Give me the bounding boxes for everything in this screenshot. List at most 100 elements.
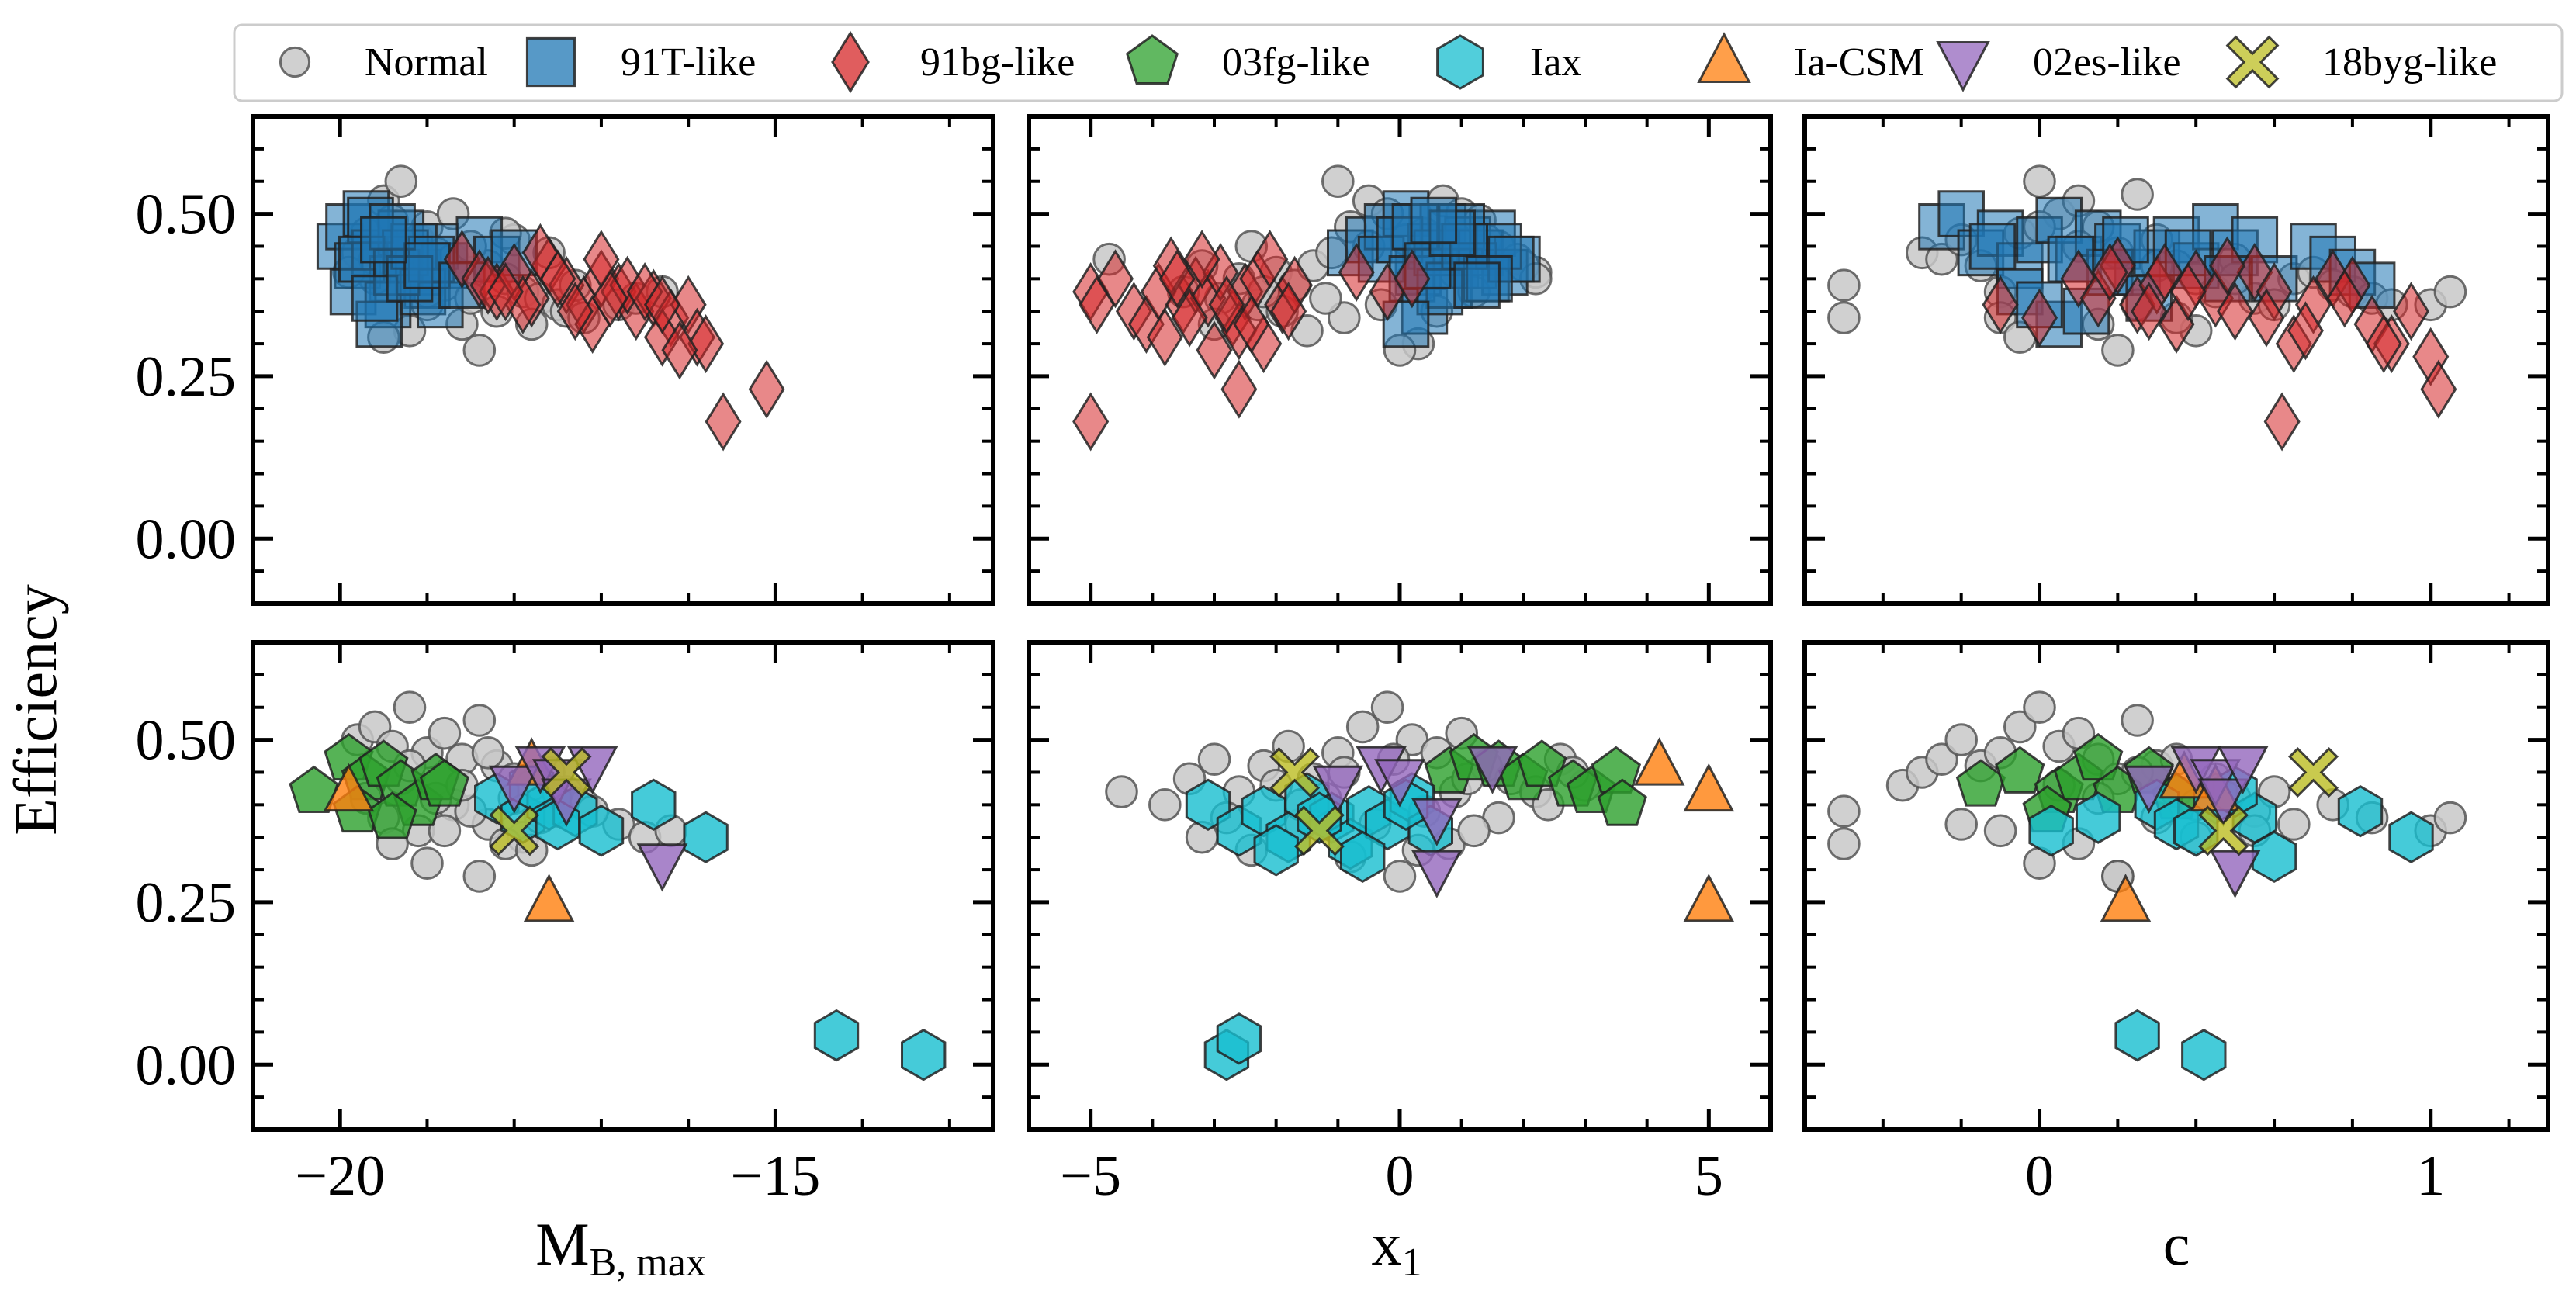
panel-top-mb-frame [251,114,995,606]
data-point-normal [1827,827,1861,860]
data-point-normal [1983,814,2017,848]
legend-marker-normal-shape [279,46,311,78]
panel-bottom-mb-frame [251,640,995,1132]
legend: Normal 91T-like 91bg-like 03fg-like Iax … [233,23,2564,102]
data-point-91bg [2146,242,2183,303]
panel-top-c [1802,114,2550,606]
data-point-iacsm [1633,737,1685,786]
x-tick-label: −5 [1060,1144,1121,1208]
y-axis-label: Efficiency [2,584,69,835]
data-point-iacsm [1683,763,1735,812]
data-point-91bg [2287,301,2324,361]
legend-entry-91t: 91T-like [525,36,756,88]
legend-frame [233,23,2564,102]
data-point-iax [2028,805,2074,857]
panel-bottom-mb-series-18byg [489,746,592,856]
data-point-91bg [1171,288,1208,348]
panel-bottom-mb: 0.00 0.25 0.50 −20 −15 [136,640,995,1208]
data-point-02es [1374,759,1425,808]
data-point-iax [2251,830,2297,884]
data-point-normal [2121,178,2154,211]
data-point-91bg [705,392,742,452]
legend-entry-iacsm: Ia-CSM [1697,32,1924,85]
data-point-91bg [643,307,681,367]
data-point-02es [2217,746,2269,794]
data-point-91bg [1196,320,1233,380]
legend-marker-18byg-shape [2225,35,2280,89]
legend-label-91bg: 91bg-like [920,40,1075,85]
panel-bottom-c-ticks [1805,641,2548,1130]
panel-bottom-mb-points [289,690,947,1081]
legend-marker-iacsm [1697,32,1751,83]
data-point-iacsm [523,874,575,922]
data-point-02es [488,765,540,815]
data-point-91bg [643,275,681,334]
data-point-91bg [748,359,785,419]
data-point-91bg [1158,249,1196,309]
panel-top-x1 [1027,114,1773,606]
legend-entry-iax: Iax [1436,34,1581,90]
legend-label-iax: Iax [1530,40,1581,85]
x-axis-label-x1-main: x [1372,1210,1402,1278]
legend-marker-91bg [831,30,870,94]
data-point-normal [1345,710,1380,744]
data-point-91bg [2217,282,2254,341]
panels: 0.000.250.500.000.250.50−20 −15 −5 0 5 0 1 [136,114,2550,1208]
legend-marker-02es [1936,41,1990,92]
data-point-91bg [2326,268,2363,328]
legend-marker-iacsm-shape [1697,32,1751,83]
data-point-91t [351,275,399,322]
data-point-03fg [367,791,417,839]
panel-bottom-x1-series-18byg [1269,746,1345,856]
data-point-91bg [2393,282,2430,341]
data-point-18byg [2197,805,2249,856]
data-point-iax [2114,1009,2160,1062]
data-point-02es [2123,765,2175,815]
legend-entry-18byg: 18byg-like [2225,35,2497,89]
legend-entry-02es: 02es-like [1936,40,2181,92]
panel-top-c-points [1827,164,2467,452]
data-point-normal [471,736,505,770]
data-point-normal [1457,814,1491,848]
data-point-91bg [1338,242,1375,303]
data-point-91bg [2091,242,2128,303]
data-point-03fg [1597,778,1647,826]
data-point-91t [1453,261,1501,309]
data-point-91bg [1072,392,1110,452]
data-point-91bg [2248,288,2285,348]
data-point-iax [578,805,625,857]
data-point-iax [683,811,729,863]
legend-marker-02es-shape [1936,41,1990,92]
data-point-normal [2023,164,2056,198]
data-point-normal [462,860,497,893]
panel-bottom-x1-points [1105,690,1735,1081]
x-tick-label: 5 [1695,1144,1723,1208]
data-point-normal [1827,268,1861,303]
x-tick-label: 1 [2416,1144,2445,1208]
data-point-normal [1309,282,1342,315]
data-point-normal [1105,775,1138,808]
data-point-normal [462,704,497,737]
data-point-03fg [419,759,470,807]
panel-bottom-c-series-18byg [2197,746,2339,856]
data-point-normal [410,846,444,880]
data-point-91bg [661,320,698,380]
panel-bottom-c-series-02es [2123,746,2269,898]
data-point-normal [384,164,418,198]
x-axis-label-mb: MB, max [535,1210,706,1285]
data-point-91bg [1220,359,1258,419]
panel-bottom-mb-ticks [251,641,993,1130]
data-point-iax [631,778,677,832]
data-point-91bg [591,268,628,328]
panel-top-x1-series-91bg [1072,230,1431,452]
x-axis-label-mb-main: M [535,1210,589,1278]
panel-top-mb: 0.00 0.25 0.50 [136,114,995,606]
data-point-normal [1944,808,1978,841]
x-axis-label-x1: x1 [1372,1210,1422,1285]
legend-marker-03fg-shape [1125,34,1179,85]
panel-bottom-c-points [1827,690,2467,1081]
data-point-normal [2003,710,2037,744]
data-point-03fg [289,765,339,813]
data-point-iacsm [323,763,375,812]
